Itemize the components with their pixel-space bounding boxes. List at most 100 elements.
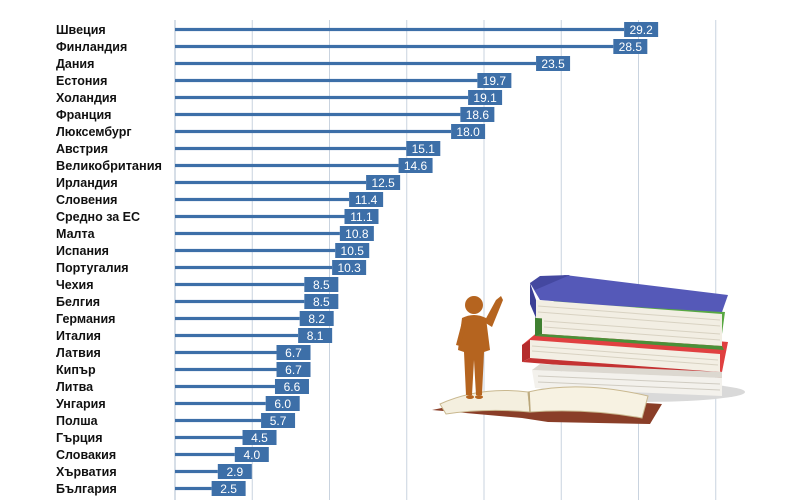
value-label-box bbox=[451, 124, 486, 139]
category-label: Латвия bbox=[56, 346, 101, 360]
value-label-box bbox=[536, 56, 571, 71]
category-label: Белгия bbox=[56, 295, 100, 309]
value-label-box bbox=[217, 464, 252, 479]
bar bbox=[175, 418, 262, 423]
value-label-box bbox=[304, 277, 339, 292]
value-label-box bbox=[261, 413, 296, 428]
value-label: 2.9 bbox=[226, 465, 243, 479]
grid-lines bbox=[174, 20, 717, 500]
bar bbox=[175, 214, 345, 219]
bar bbox=[175, 350, 277, 355]
category-labels: Швеция Финландия Дания Естония Холандия Франц… bbox=[56, 23, 162, 496]
category-label: Швеция bbox=[56, 23, 106, 37]
category-label: Франция bbox=[56, 108, 111, 122]
value-label: 4.5 bbox=[251, 431, 268, 445]
value-label: 19.1 bbox=[473, 91, 497, 105]
category-label: Люксембург bbox=[56, 125, 132, 139]
value-label: 23.5 bbox=[541, 57, 565, 71]
bar bbox=[175, 401, 266, 406]
bar bbox=[175, 469, 218, 474]
books-and-figure-illustration bbox=[432, 275, 745, 424]
bar bbox=[175, 299, 305, 304]
value-label: 28.5 bbox=[619, 40, 643, 54]
category-label: България bbox=[56, 482, 117, 496]
category-label: Австрия bbox=[56, 142, 108, 156]
category-label: Литва bbox=[56, 380, 94, 394]
category-label: Холандия bbox=[56, 91, 117, 105]
value-label-box bbox=[332, 260, 367, 275]
category-label: Великобритания bbox=[56, 159, 162, 173]
value-label: 11.1 bbox=[350, 210, 373, 224]
value-label-box bbox=[211, 481, 246, 496]
value-label-box bbox=[468, 90, 503, 105]
value-label-box bbox=[274, 379, 309, 394]
value-label-box bbox=[406, 141, 441, 156]
value-label: 6.7 bbox=[285, 363, 302, 377]
value-label: 11.4 bbox=[355, 193, 378, 207]
value-label: 10.3 bbox=[337, 261, 361, 275]
bar bbox=[175, 129, 452, 134]
value-label: 8.5 bbox=[313, 295, 330, 309]
value-label-box bbox=[349, 192, 384, 207]
value-label: 15.1 bbox=[412, 142, 436, 156]
value-label: 2.5 bbox=[220, 482, 237, 496]
value-label-box bbox=[299, 311, 334, 326]
value-label: 29.2 bbox=[629, 23, 653, 37]
category-label: Чехия bbox=[56, 278, 94, 292]
category-label: Малта bbox=[56, 227, 96, 241]
category-label: Словения bbox=[56, 193, 117, 207]
value-label-box bbox=[242, 430, 277, 445]
value-label-box bbox=[276, 345, 311, 360]
bar bbox=[175, 333, 299, 338]
value-labels: 29.2 28.5 23.5 19.7 19.1 18.6 18.0 15.1 14.6 12.5… bbox=[211, 22, 659, 496]
category-label: Германия bbox=[56, 312, 115, 326]
bar bbox=[175, 384, 275, 389]
bar bbox=[175, 95, 469, 100]
bar bbox=[175, 197, 350, 202]
category-label: Кипър bbox=[56, 363, 96, 377]
bar bbox=[175, 486, 212, 491]
value-label: 10.5 bbox=[341, 244, 365, 258]
bar bbox=[175, 231, 340, 236]
bar bbox=[175, 316, 300, 321]
value-label-box bbox=[344, 209, 379, 224]
value-label: 19.7 bbox=[483, 74, 507, 88]
category-label: Унгария bbox=[56, 397, 106, 411]
blue-book bbox=[530, 275, 728, 330]
category-label: Италия bbox=[56, 329, 101, 343]
category-label: Гърция bbox=[56, 431, 103, 445]
value-label: 12.5 bbox=[371, 176, 395, 190]
value-label: 5.7 bbox=[270, 414, 287, 428]
category-label: Хърватия bbox=[56, 465, 117, 479]
value-label-box bbox=[265, 396, 300, 411]
value-label: 4.0 bbox=[243, 448, 260, 462]
value-label: 18.0 bbox=[456, 125, 480, 139]
value-label-box bbox=[613, 39, 648, 54]
value-label: 18.6 bbox=[466, 108, 490, 122]
value-label: 6.7 bbox=[285, 346, 302, 360]
value-label: 6.0 bbox=[274, 397, 291, 411]
value-label: 14.6 bbox=[404, 159, 428, 173]
bar bbox=[175, 435, 243, 440]
value-label-box bbox=[398, 158, 433, 173]
category-label: Полша bbox=[56, 414, 99, 428]
value-label: 10.8 bbox=[345, 227, 369, 241]
value-label-box bbox=[339, 226, 374, 241]
bar bbox=[175, 61, 537, 66]
pointing-figure-icon bbox=[456, 296, 503, 399]
bar bbox=[175, 265, 333, 270]
value-label-box bbox=[624, 22, 659, 37]
bar bbox=[175, 44, 614, 49]
category-label: Ирландия bbox=[56, 176, 118, 190]
value-label-box bbox=[335, 243, 370, 258]
bar bbox=[175, 163, 399, 168]
value-label: 8.5 bbox=[313, 278, 330, 292]
category-label: Португалия bbox=[56, 261, 129, 275]
bar bbox=[175, 180, 367, 185]
category-label: Естония bbox=[56, 74, 107, 88]
value-label-box bbox=[298, 328, 333, 343]
value-label: 6.6 bbox=[284, 380, 301, 394]
value-label-box bbox=[234, 447, 269, 462]
bars-group bbox=[175, 27, 625, 491]
